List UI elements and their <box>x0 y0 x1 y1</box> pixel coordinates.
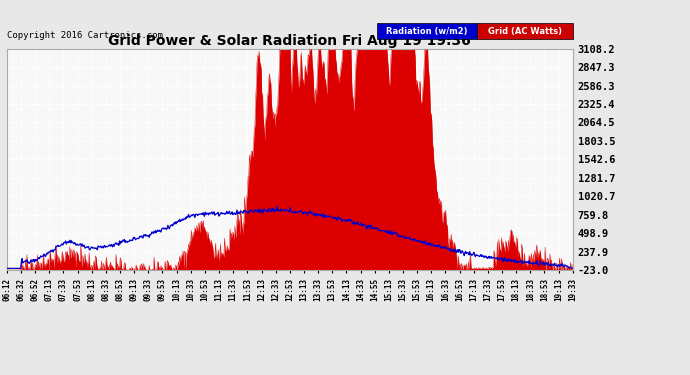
Text: Copyright 2016 Cartronics.com: Copyright 2016 Cartronics.com <box>7 31 163 40</box>
Text: Radiation (w/m2): Radiation (w/m2) <box>386 27 468 36</box>
Title: Grid Power & Solar Radiation Fri Aug 19 19:36: Grid Power & Solar Radiation Fri Aug 19 … <box>108 34 471 48</box>
Text: Grid (AC Watts): Grid (AC Watts) <box>488 27 562 36</box>
FancyBboxPatch shape <box>377 23 477 39</box>
FancyBboxPatch shape <box>477 23 573 39</box>
